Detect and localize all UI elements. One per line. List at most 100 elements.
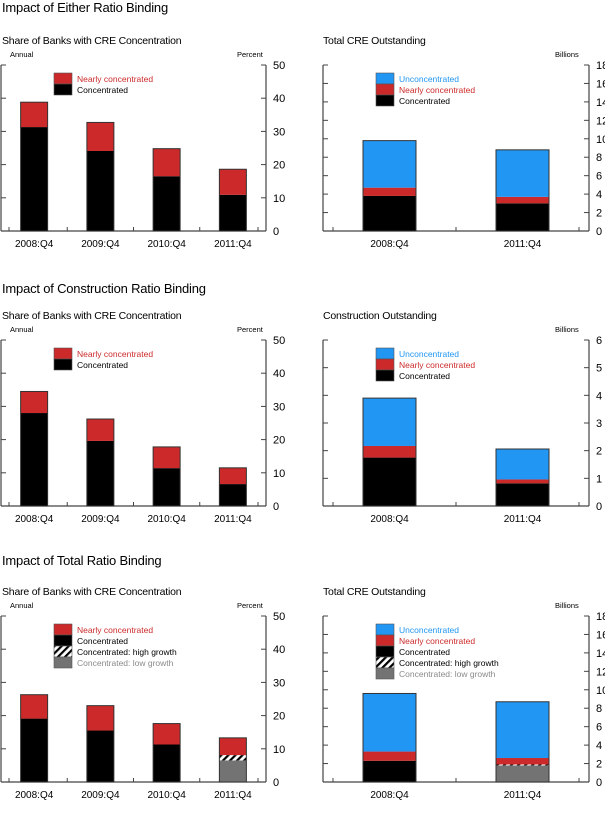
y-tick-label: 3 — [596, 418, 602, 430]
bar-segment-concentrated — [219, 194, 247, 231]
legend-label: Concentrated — [399, 371, 450, 381]
x-tick-label: 2008:Q4 — [15, 790, 54, 801]
y-tick-label: 0 — [596, 501, 602, 513]
unit-label: Billions — [555, 50, 579, 59]
chart-share-either: Share of Banks with CRE Concentration An… — [0, 35, 302, 285]
legend-label: Unconcentrated — [399, 349, 459, 359]
legend-swatch-nearly — [53, 623, 73, 636]
bar-segment-nearly — [363, 187, 416, 196]
unit-label: Percent — [237, 601, 264, 610]
bar-segment-concentrated — [20, 718, 48, 782]
bar-outline — [362, 692, 417, 783]
bar-outline — [218, 467, 247, 507]
y-tick-label: 0 — [273, 226, 279, 238]
legend-swatch-concentrated — [53, 358, 73, 371]
y-tick-label: 14 — [596, 97, 605, 109]
bar-segment-unconcentrated — [363, 693, 416, 752]
bar-segment-nearly — [20, 102, 48, 128]
y-tick-label: 14 — [596, 648, 605, 660]
chart-title: Share of Banks with CRE Concentration — [2, 586, 182, 598]
bar-outline — [218, 168, 247, 232]
legend-swatch-low-growth — [375, 667, 395, 680]
x-tick-label: 2009:Q4 — [81, 790, 120, 801]
x-tick-label: 2008:Q4 — [370, 514, 409, 525]
bar-segment-concentrated — [153, 176, 181, 231]
legend-label: Concentrated: high growth — [399, 658, 499, 668]
bar-outline — [86, 418, 115, 507]
section-title-construction: Impact of Construction Ratio Binding — [2, 281, 206, 296]
bar-outline — [152, 148, 181, 232]
chart-share-construction: Share of Banks with CRE Concentration An… — [0, 310, 302, 560]
x-tick-label: 2011:Q4 — [504, 790, 542, 801]
x-tick-label: 2008:Q4 — [370, 239, 409, 250]
y-tick-label: 10 — [596, 685, 605, 697]
y-tick-label: 12 — [596, 115, 605, 127]
frequency-label: Annual — [10, 325, 34, 334]
chart-svg: Billions 0 1 2 3 4 5 6 2008:Q4 2011:Q4 Unconcentra… — [322, 325, 602, 525]
bar-outline — [20, 390, 49, 507]
legend-label: Nearly concentrated — [77, 625, 153, 635]
x-tick-label: 2011:Q4 — [214, 790, 252, 801]
bar-segment-concentrated — [86, 730, 114, 782]
legend-swatch-concentrated — [53, 83, 73, 96]
legend-swatch-nearly — [53, 347, 73, 360]
bar-outline — [495, 448, 550, 507]
legend-swatch-nearly — [375, 634, 395, 647]
legend-label: Concentrated: low growth — [399, 669, 496, 679]
frequency-label: Annual — [10, 50, 34, 59]
x-tick-label: 2011:Q4 — [214, 514, 252, 525]
bar-outline — [86, 705, 115, 783]
legend-label: Nearly concentrated — [77, 349, 153, 359]
y-tick-label: 10 — [273, 468, 285, 480]
bar-segment-nearly — [496, 479, 549, 484]
y-tick-label: 10 — [596, 134, 605, 146]
y-tick-label: 4 — [596, 189, 602, 201]
legend-swatch-nearly — [375, 358, 395, 371]
legend-swatch-concentrated — [53, 634, 73, 647]
x-tick-label: 2009:Q4 — [81, 514, 120, 525]
bar-segment-concentrated — [153, 468, 181, 506]
bar-segment-concentrated — [363, 457, 416, 506]
bar-segment-nearly — [20, 391, 48, 414]
legend-swatch-concentrated — [375, 645, 395, 658]
y-tick-label: 50 — [273, 335, 285, 347]
legend-label: Concentrated — [77, 636, 128, 646]
legend-swatch-low-growth — [53, 656, 73, 669]
legend-label: Concentrated: low growth — [77, 658, 174, 668]
y-tick-label: 40 — [273, 368, 285, 380]
bar-outline — [495, 701, 550, 783]
chart-cre-total: Total CRE Outstanding Billions 0 2 4 6 8 10 12 1… — [300, 586, 605, 836]
bar-segment-unconcentrated — [496, 149, 549, 197]
bar-segment-unconcentrated — [363, 398, 416, 446]
bar-segment-nearly — [20, 694, 48, 719]
section-title-total: Impact of Total Ratio Binding — [2, 553, 162, 568]
x-tick-label: 2011:Q4 — [504, 239, 542, 250]
legend-swatch-high-growth — [53, 645, 73, 658]
legend-swatch-high-growth — [375, 656, 395, 669]
y-tick-label: 40 — [273, 644, 285, 656]
y-tick-label: 16 — [596, 629, 605, 641]
bar-segment-concentrated — [496, 203, 549, 231]
x-tick-label: 2010:Q4 — [147, 239, 186, 250]
y-tick-label: 0 — [596, 777, 602, 789]
x-tick-label: 2008:Q4 — [15, 239, 54, 250]
legend-label: Concentrated — [399, 96, 450, 106]
chart-svg: Annual Percent 0 10 20 30 40 50 2008:Q4 2009:Q4 20… — [0, 601, 285, 801]
bar-segment-concentrated — [20, 413, 48, 506]
bar-segment-nearly — [219, 467, 247, 485]
y-tick-label: 6 — [596, 722, 602, 734]
bar-segment-high-growth — [496, 764, 549, 766]
legend-swatch-concentrated — [375, 369, 395, 382]
legend-label: Concentrated — [77, 360, 128, 370]
y-tick-label: 4 — [596, 740, 602, 752]
bar-outline — [362, 140, 417, 232]
y-tick-label: 2 — [596, 208, 602, 220]
frequency-label: Annual — [10, 601, 34, 610]
legend-swatch-nearly — [375, 83, 395, 96]
x-tick-label: 2011:Q4 — [504, 514, 542, 525]
bar-segment-unconcentrated — [363, 140, 416, 188]
legend-swatch-unconcentrated — [375, 623, 395, 636]
y-tick-label: 30 — [273, 677, 285, 689]
y-tick-label: 8 — [596, 703, 602, 715]
bar-segment-concentrated — [86, 150, 114, 231]
